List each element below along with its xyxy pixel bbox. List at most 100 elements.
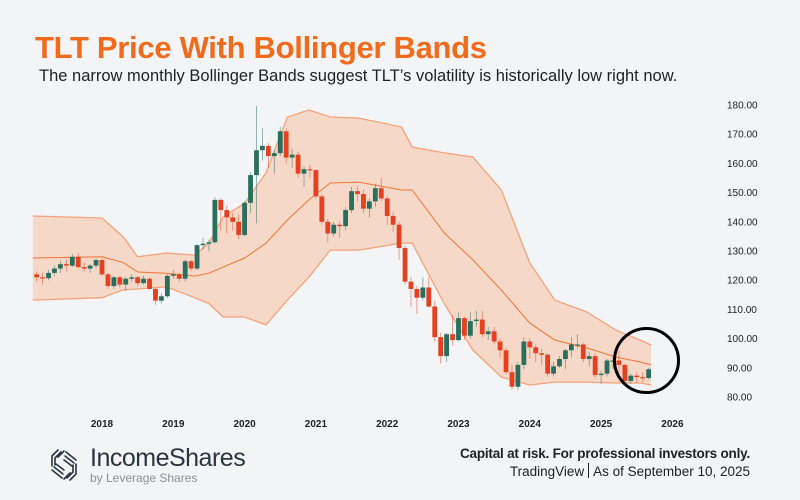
candle [366, 198, 372, 218]
x-tick-label: 2023 [447, 419, 470, 430]
candle [361, 189, 366, 214]
candle-body [87, 265, 93, 269]
candle-body [141, 278, 146, 284]
candle [236, 214, 242, 240]
separator [588, 463, 590, 478]
y-tick-label: 90.00 [727, 363, 752, 374]
x-tick-label: 2025 [590, 419, 613, 430]
candle [586, 351, 592, 367]
candle-body [194, 245, 200, 269]
candle-body [93, 260, 99, 266]
source: TradingView [509, 464, 585, 479]
candle [456, 312, 461, 342]
candle-body [574, 344, 580, 346]
candle-body [610, 360, 616, 362]
candle-body [545, 354, 551, 374]
candle [117, 275, 123, 288]
candle-body [242, 202, 247, 235]
candle-body [117, 277, 123, 285]
candle-body [69, 256, 75, 266]
x-tick-label: 2022 [376, 419, 399, 430]
chart-title: TLT Price With Bollinger Bands [35, 30, 487, 65]
candle-body [426, 287, 432, 307]
bollinger-bands [32, 109, 652, 386]
candle [99, 258, 105, 276]
candle-body [444, 334, 450, 357]
y-tick-label: 120.00 [727, 276, 758, 287]
candle [539, 348, 545, 365]
candle [141, 275, 146, 285]
candle [467, 312, 473, 339]
x-axis: 2018 2019 2020 2021 2022 2023 2024 2025 2026 [91, 419, 684, 430]
candle [349, 186, 354, 214]
candle-body [63, 264, 69, 266]
candle-body [378, 188, 384, 199]
candle-body [159, 296, 164, 301]
candle [610, 356, 616, 370]
y-tick-label: 110.00 [727, 305, 757, 316]
candle [283, 128, 289, 164]
candle-body [396, 224, 402, 249]
candle-body [527, 341, 533, 348]
candle-body [497, 341, 503, 351]
candle-body [164, 275, 170, 297]
candle [182, 259, 188, 282]
candles [34, 105, 652, 390]
disclaimer: Capital at risk. For professional invest… [459, 446, 750, 461]
candle [260, 128, 265, 161]
candle [176, 272, 182, 282]
candle [81, 262, 87, 272]
candle-body [521, 341, 527, 365]
candle-body [46, 272, 51, 279]
candle [87, 264, 93, 273]
candle [123, 277, 129, 291]
candle [420, 277, 426, 301]
candle-body [176, 274, 182, 279]
candle-body [533, 347, 539, 354]
candle [616, 350, 622, 374]
candle [301, 166, 307, 187]
candle [75, 252, 81, 269]
candle [438, 332, 444, 364]
candle [46, 269, 51, 281]
candle [390, 211, 396, 233]
candle-body [58, 264, 63, 269]
candle [242, 201, 247, 237]
candle [604, 359, 610, 377]
candle [105, 272, 111, 289]
footer-notes: Capital at risk. For professional invest… [460, 446, 750, 479]
candle [111, 275, 117, 289]
candle-body [646, 369, 652, 379]
candle-body [40, 277, 45, 279]
candle [325, 218, 331, 243]
candle-body [81, 267, 87, 269]
y-tick-label: 100.00 [727, 334, 758, 345]
band-fill [32, 110, 652, 385]
candle [230, 213, 236, 231]
candle-body [182, 261, 188, 279]
candle-body [319, 196, 325, 222]
candle-body [563, 350, 568, 360]
as-of-date: As of September 10, 2025 [593, 464, 750, 479]
candle [640, 372, 646, 383]
candle [319, 194, 325, 225]
candle-body [99, 260, 105, 275]
candle-body [34, 274, 40, 278]
upper-band-line [32, 109, 652, 346]
x-tick-label: 2018 [91, 419, 114, 430]
candle [218, 198, 224, 231]
candle [289, 148, 295, 168]
x-tick-label: 2020 [233, 419, 256, 430]
candle-body [295, 154, 301, 174]
candle [491, 326, 497, 345]
candle [527, 338, 533, 360]
candle-body [366, 201, 372, 209]
brand-byline: by Leverage Shares [90, 471, 198, 485]
candle [533, 344, 539, 362]
candle-body [349, 191, 354, 211]
candle [634, 372, 640, 383]
candle-body [147, 278, 152, 289]
candle-body [628, 375, 634, 381]
candle-body [325, 221, 331, 234]
candle [265, 142, 271, 168]
